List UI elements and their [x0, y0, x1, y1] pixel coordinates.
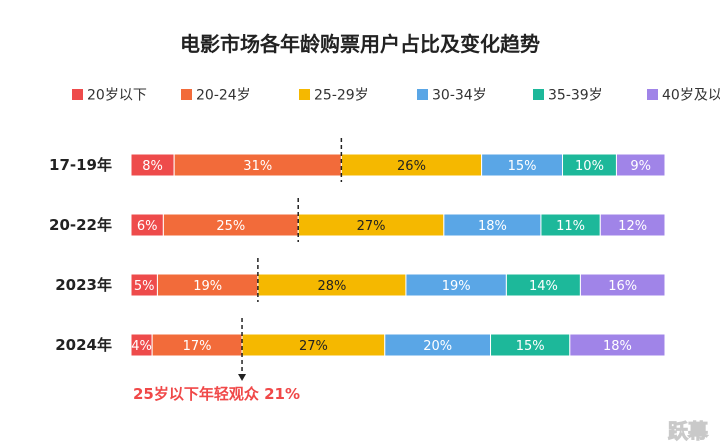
data-label: 15% — [508, 159, 537, 174]
watermark: 跃幕 — [668, 419, 709, 443]
data-label: 15% — [516, 339, 545, 354]
data-label: 16% — [608, 279, 637, 294]
legend-label: 30-34岁 — [432, 88, 487, 104]
legend-swatch — [533, 89, 544, 100]
data-label: 19% — [193, 279, 222, 294]
category-label: 2023年 — [55, 276, 112, 294]
data-label: 25% — [216, 219, 245, 234]
data-label: 12% — [618, 219, 647, 234]
data-label: 14% — [529, 279, 558, 294]
legend-swatch — [72, 89, 83, 100]
data-label: 18% — [478, 219, 507, 234]
legend-label: 35-39岁 — [548, 88, 603, 104]
legend: 20岁以下 20-24岁 25-29岁 30-34岁 35-39岁 40岁及以上 — [72, 88, 720, 104]
legend-label: 20岁以下 — [87, 88, 147, 104]
data-label: 26% — [397, 159, 426, 174]
data-label: 27% — [299, 339, 328, 354]
bar-segment — [569, 333, 666, 357]
data-label: 4% — [131, 339, 152, 354]
legend-swatch — [647, 89, 658, 100]
legend-label: 25-29岁 — [314, 88, 369, 104]
divider-arrowhead — [238, 374, 247, 381]
data-label: 19% — [442, 279, 471, 294]
data-label: 28% — [317, 279, 346, 294]
data-label: 8% — [142, 159, 163, 174]
category-label: 17-19年 — [49, 156, 112, 174]
young-audience-annotation: 25岁以下年轻观众 21% — [133, 385, 300, 403]
legend-label: 40岁及以上 — [662, 88, 720, 104]
divider-lines — [238, 138, 343, 381]
data-label: 31% — [243, 159, 272, 174]
data-label: 27% — [357, 219, 386, 234]
data-label: 9% — [630, 159, 651, 174]
data-label: 5% — [134, 279, 155, 294]
data-label: 11% — [556, 219, 585, 234]
data-label: 20% — [423, 339, 452, 354]
data-label: 6% — [137, 219, 158, 234]
category-label: 20-22年 — [49, 216, 112, 234]
plot-area: 17-19年 8% 31% 26% 15% 10% 9% 20-22年 6% 25% 27% 18% 1… — [49, 153, 666, 357]
legend-swatch — [181, 89, 192, 100]
chart-title: 电影市场各年龄购票用户占比及变化趋势 — [180, 32, 540, 56]
bar-segment — [579, 273, 666, 297]
category-label: 2024年 — [55, 336, 112, 354]
data-label: 18% — [603, 339, 632, 354]
legend-swatch — [417, 89, 428, 100]
legend-label: 20-24岁 — [196, 88, 251, 104]
bar-segment — [615, 153, 666, 177]
data-label: 17% — [183, 339, 212, 354]
legend-swatch — [299, 89, 310, 100]
bar-segment — [599, 213, 666, 237]
data-label: 10% — [575, 159, 604, 174]
